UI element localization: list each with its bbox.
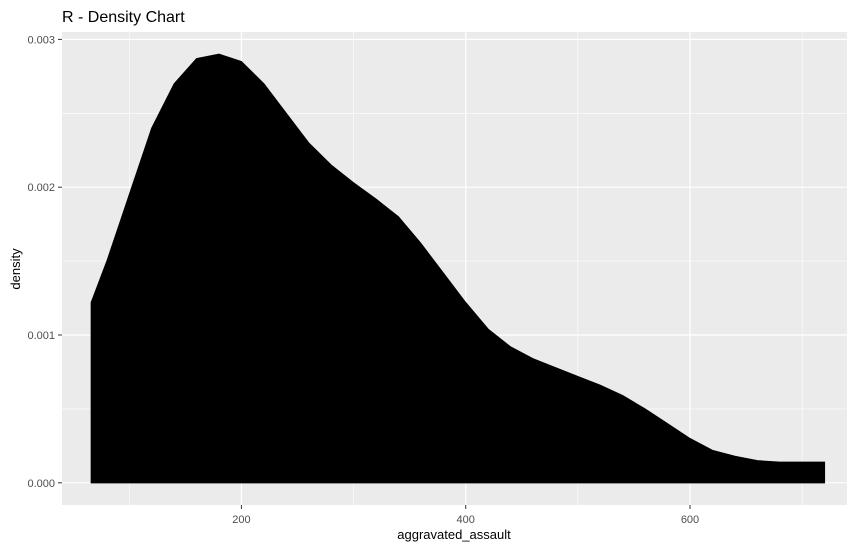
y-tick-label: 0.002 (27, 182, 55, 194)
y-axis-title: density (8, 248, 23, 290)
y-tick-label: 0.000 (27, 478, 55, 490)
x-tick-label: 400 (457, 514, 475, 526)
density-area-layer (90, 53, 826, 484)
x-tick-label: 200 (232, 514, 250, 526)
y-tick-label: 0.003 (27, 34, 55, 46)
x-tick-label: 600 (681, 514, 699, 526)
density-area (90, 53, 826, 484)
chart-title: R - Density Chart (62, 9, 185, 26)
y-tick-label: 0.001 (27, 330, 55, 342)
axes: 200 400 600 0.000 0.001 0.002 0.003 (27, 34, 699, 526)
x-axis-title: aggravated_assault (397, 527, 511, 542)
